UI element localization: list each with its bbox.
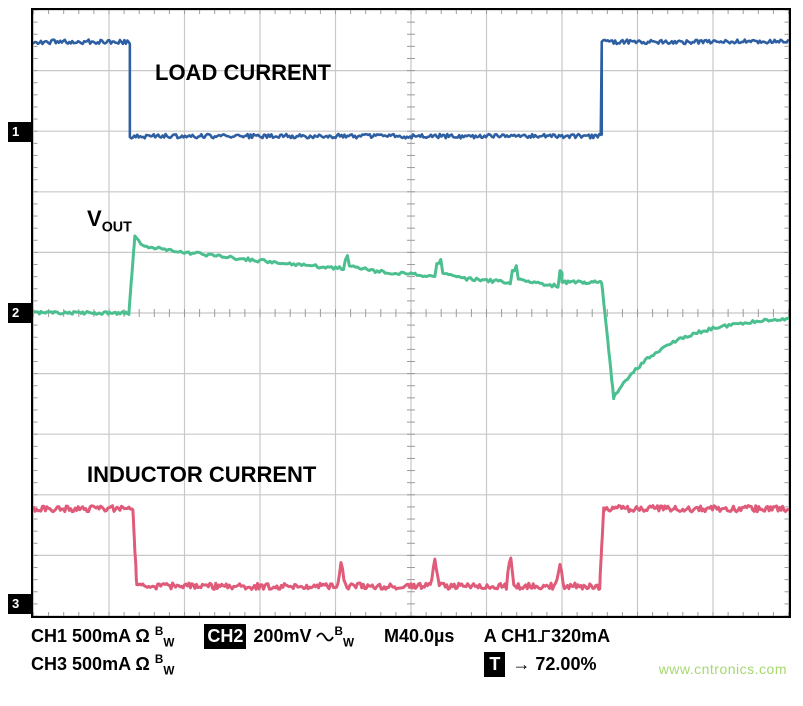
ch1-ground-marker: 1 <box>8 122 31 142</box>
delay-arrow: → <box>507 654 535 674</box>
ch3-marker-num: 3 <box>12 596 19 611</box>
trigger-src: A CH1 <box>484 626 537 646</box>
vout-sub: OUT <box>102 219 132 235</box>
watermark: www.cntronics.com <box>659 660 787 680</box>
rising-edge-icon <box>537 629 551 643</box>
ch1-bw: W <box>163 637 174 650</box>
ch2-scale: 200mV <box>253 626 311 646</box>
inductor-current-text: INDUCTOR CURRENT <box>87 462 316 487</box>
delay-value: 72.00% <box>535 654 596 674</box>
scope-footer: CH1 500mA Ω BW CH2 200mV BW M40.0µs A CH… <box>31 624 791 680</box>
footer-row-1: CH1 500mA Ω BW CH2 200mV BW M40.0µs A CH… <box>31 624 791 652</box>
ch3-scale: 500mA <box>72 654 130 674</box>
inductor-current-label: INDUCTOR CURRENT <box>87 462 316 488</box>
load-current-text: LOAD CURRENT <box>155 60 331 85</box>
ch1-marker-num: 1 <box>12 124 19 139</box>
ch2-label-boxed: CH2 <box>204 624 246 649</box>
ch1-coupling: Ω <box>135 626 149 646</box>
ac-coupling-icon <box>316 626 334 640</box>
ch3-coupling: Ω <box>135 654 149 674</box>
vout-label: VOUT <box>87 206 132 235</box>
ch2-ground-marker: 2 <box>8 303 31 323</box>
scope-screen: LOAD CURRENT VOUT INDUCTOR CURRENT <box>31 8 791 618</box>
ch3-ground-marker: 3 <box>8 594 31 614</box>
ch2-marker-num: 2 <box>12 305 19 320</box>
ch1-label: CH1 <box>31 626 67 646</box>
oscilloscope-capture: 1 2 3 LOAD CURRENT VOUT INDUCTOR CURRENT <box>8 8 791 680</box>
load-current-label: LOAD CURRENT <box>155 60 331 86</box>
delay-label: T <box>484 652 505 677</box>
vout-v: V <box>87 206 102 231</box>
ch3-label: CH3 <box>31 654 67 674</box>
ch2-bw: W <box>343 637 354 650</box>
scope-svg <box>33 10 789 616</box>
timebase: M40.0µs <box>384 626 454 646</box>
ch1-scale: 500mA <box>72 626 130 646</box>
ch3-bw: W <box>163 665 174 678</box>
ch2-bw-pre: B <box>334 625 342 638</box>
trigger-level: 320mA <box>551 626 610 646</box>
